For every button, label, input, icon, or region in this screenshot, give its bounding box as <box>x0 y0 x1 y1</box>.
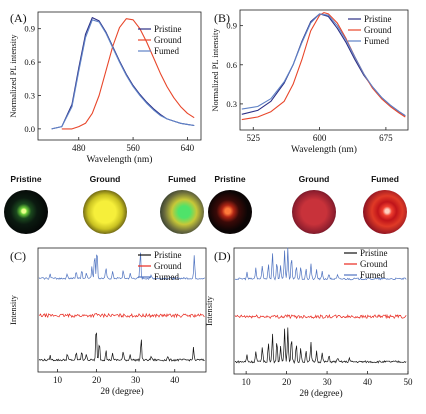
legend-label-fumed: Fumed <box>154 46 180 56</box>
legend-label-pristine: Pristine <box>154 24 182 34</box>
series-line-ground <box>234 313 407 320</box>
y-tick-label: 0.6 <box>24 57 35 67</box>
legend-label-fumed: Fumed <box>154 272 180 282</box>
x-tick-label: 40 <box>170 375 180 385</box>
legend-label-ground: Ground <box>154 35 182 45</box>
series-line-ground <box>241 12 406 121</box>
x-axis-label: Wavelength (nm) <box>291 144 357 155</box>
legend-label-pristine: Pristine <box>364 14 392 24</box>
legend-label-pristine: Pristine <box>154 250 182 260</box>
x-tick-label: 600 <box>313 133 327 143</box>
panel-label: (D) <box>214 249 231 263</box>
photo-label-right-ground: Ground <box>298 174 330 184</box>
y-tick-label: 0.0 <box>24 124 35 134</box>
x-tick-label: 20 <box>282 377 292 387</box>
y-axis-label: Normalized PL intensity <box>8 34 18 118</box>
chart-panel-1 <box>37 11 202 141</box>
x-tick-label: 675 <box>379 133 393 143</box>
plot-frame <box>233 247 409 375</box>
y-axis-label: Intensity <box>204 295 214 325</box>
y-tick-label: 0.6 <box>226 60 237 70</box>
x-tick-label: 10 <box>242 377 252 387</box>
y-axis-label: Intensity <box>8 294 18 324</box>
chart-panel-4 <box>233 247 409 375</box>
photo-label-right-fumed: Fumed <box>371 174 399 184</box>
series-line-pristine <box>38 332 205 362</box>
x-tick-label: 20 <box>92 375 102 385</box>
series-line-pristine <box>234 327 407 364</box>
photo-label-right-pristine: Pristine <box>214 174 246 184</box>
legend-label-ground: Ground <box>360 259 388 269</box>
plot-frame <box>239 9 409 131</box>
chart-panel-3 <box>37 247 207 373</box>
sample-photo-right-pristine <box>208 190 252 234</box>
legend-label-fumed: Fumed <box>360 270 386 280</box>
y-axis-label: Normalized PL intensity <box>210 28 220 112</box>
x-tick-label: 30 <box>131 375 141 385</box>
sample-photo-right-ground <box>292 190 336 234</box>
plot-frame <box>37 11 202 141</box>
x-tick-label: 560 <box>126 143 140 153</box>
sample-photo-left-pristine <box>4 190 48 234</box>
x-axis-label: 2θ (degree) <box>299 388 342 399</box>
x-tick-label: 480 <box>72 143 86 153</box>
series-line-fumed <box>51 19 195 130</box>
x-tick-label: 30 <box>323 377 333 387</box>
series-line-ground <box>61 18 195 130</box>
legend-label-fumed: Fumed <box>364 36 390 46</box>
photo-label-left-ground: Ground <box>89 174 121 184</box>
y-tick-label: 0.3 <box>226 99 237 109</box>
series-line-fumed <box>38 252 205 281</box>
series-line-fumed <box>234 247 407 281</box>
x-axis-label: 2θ (degree) <box>100 386 143 397</box>
legend-label-pristine: Pristine <box>360 248 388 258</box>
photo-label-left-pristine: Pristine <box>10 174 42 184</box>
x-tick-label: 10 <box>53 375 63 385</box>
sample-photo-left-fumed <box>160 190 204 234</box>
panel-label: (C) <box>10 249 26 263</box>
sample-photo-left-ground <box>83 190 127 234</box>
panel-label: (B) <box>214 11 230 25</box>
x-tick-label: 525 <box>247 133 261 143</box>
series-line-ground <box>38 312 205 319</box>
series-line-fumed <box>241 13 406 117</box>
legend-label-ground: Ground <box>154 261 182 271</box>
x-tick-label: 40 <box>363 377 373 387</box>
y-tick-label: 0.3 <box>24 90 35 100</box>
x-tick-label: 640 <box>181 143 195 153</box>
chart-panel-2 <box>239 9 409 131</box>
y-tick-label: 0.9 <box>24 24 35 34</box>
y-tick-label: 0.9 <box>226 21 237 31</box>
x-axis-label: Wavelength (nm) <box>87 154 153 165</box>
plot-frame <box>37 247 207 373</box>
photo-label-left-fumed: Fumed <box>168 174 196 184</box>
legend-label-ground: Ground <box>364 25 392 35</box>
x-tick-label: 50 <box>404 377 414 387</box>
panel-label: (A) <box>10 11 27 25</box>
sample-photo-right-fumed <box>363 190 407 234</box>
